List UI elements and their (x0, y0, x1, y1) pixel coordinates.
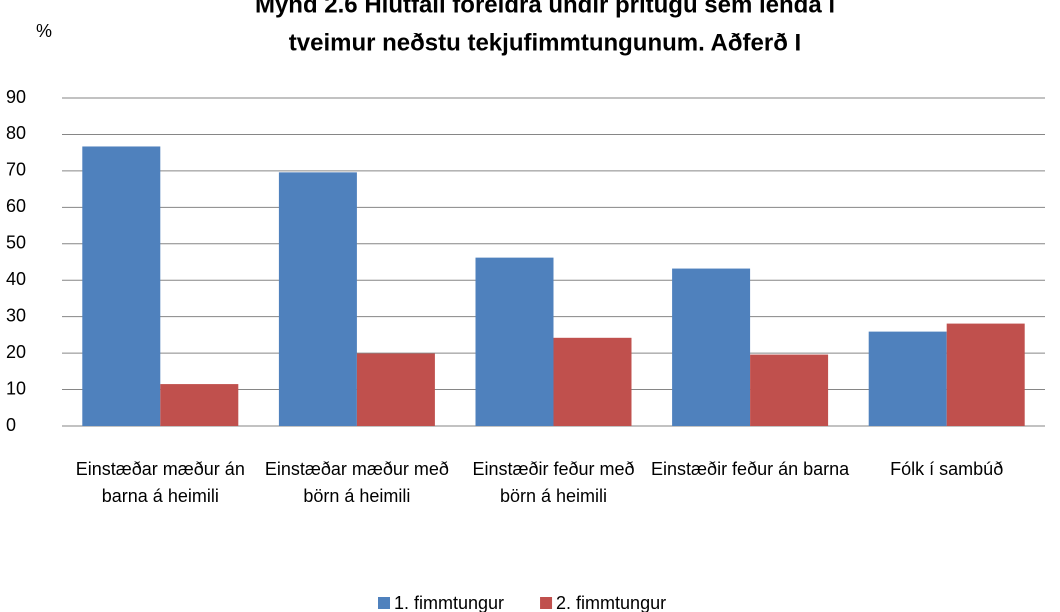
bar (868, 331, 947, 426)
bar (356, 353, 435, 426)
legend-label: 2. fimmtungur (556, 593, 666, 612)
x-tick-label: Einstæðir feður með börn á heimili (472, 459, 635, 506)
bar (82, 146, 161, 426)
x-tick-label: Einstæðar mæður án barna á heimili (75, 459, 245, 506)
legend-label: 1. fimmtungur (394, 593, 504, 612)
bar (553, 337, 632, 426)
x-tick-label: Einstæðar mæður með börn á heimili (264, 459, 449, 506)
chart-title: tveimur neðstu tekjufimmtungunum. Aðferð… (289, 29, 801, 56)
bar (750, 354, 829, 426)
bar (475, 257, 554, 426)
x-tick-label: Fólk í sambúð (890, 459, 1004, 479)
y-tick-label: 30 (6, 305, 26, 325)
y-tick-label: 10 (6, 378, 26, 398)
legend-swatch (540, 597, 553, 609)
y-tick-label: 50 (6, 233, 26, 253)
chart-title: Mynd 2.6 Hlutfall foreldra undir þrítugu… (255, 0, 836, 18)
bar (278, 172, 357, 426)
y-axis-label: % (36, 21, 52, 41)
bar (160, 384, 239, 426)
bar (946, 323, 1025, 426)
bar (672, 268, 751, 426)
y-tick-label: 60 (6, 196, 26, 216)
legend-swatch (378, 597, 390, 609)
y-tick-label: 0 (6, 415, 16, 435)
y-tick-label: 20 (6, 342, 26, 362)
y-tick-label: 40 (6, 269, 26, 289)
y-tick-label: 70 (6, 160, 26, 180)
y-tick-label: 90 (6, 87, 26, 107)
x-tick-label: Einstæðir feður án barna (651, 459, 850, 479)
y-tick-label: 80 (6, 123, 26, 143)
